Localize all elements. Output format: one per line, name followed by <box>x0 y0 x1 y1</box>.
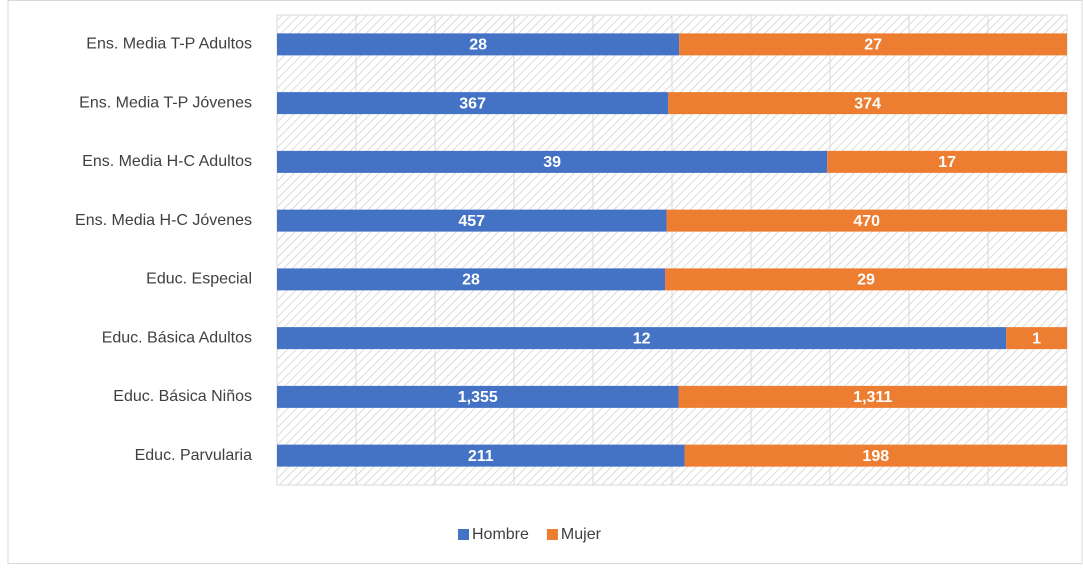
data-label: 39 <box>543 154 561 171</box>
data-label: 367 <box>459 95 486 112</box>
data-label: 29 <box>857 272 875 289</box>
data-label: 457 <box>458 213 485 230</box>
bar <box>277 444 685 467</box>
data-label: 28 <box>469 37 487 54</box>
data-label: 211 <box>468 448 494 465</box>
bar <box>665 268 1067 291</box>
y-tick-label: Ens. Media H-C Jóvenes <box>75 212 252 229</box>
data-label: 1,355 <box>458 389 498 406</box>
data-label: 198 <box>862 448 889 465</box>
data-label: 28 <box>462 272 480 289</box>
data-label: 17 <box>938 154 956 171</box>
y-tick-label: Educ. Básica Niños <box>113 388 252 405</box>
y-tick-label: Educ. Básica Adultos <box>102 329 252 346</box>
data-label: 27 <box>864 37 882 54</box>
bar <box>1006 327 1067 350</box>
data-label: 470 <box>853 213 880 230</box>
bar <box>666 209 1067 232</box>
bar <box>827 150 1067 173</box>
bar <box>684 444 1067 467</box>
data-label: 374 <box>854 95 881 112</box>
bar <box>277 209 667 232</box>
legend-swatch <box>458 529 469 540</box>
data-label: 1,311 <box>853 389 892 406</box>
y-tick-label: Ens. Media H-C Adultos <box>82 153 252 170</box>
bar <box>668 92 1067 115</box>
bar <box>678 385 1067 408</box>
data-label: 12 <box>633 330 651 347</box>
bar <box>277 327 1007 350</box>
bar <box>277 92 669 115</box>
y-tick-label: Educ. Especial <box>146 271 252 288</box>
legend-swatch <box>546 529 558 540</box>
legend-label: Mujer <box>561 526 602 543</box>
bar <box>277 33 680 56</box>
y-tick-label: Ens. Media T-P Jóvenes <box>79 94 252 111</box>
legend-label: Hombre <box>472 526 529 543</box>
bar <box>277 150 828 173</box>
y-tick-label: Educ. Parvularia <box>135 447 252 464</box>
bar <box>679 33 1067 56</box>
bar <box>277 268 666 291</box>
bar <box>277 385 679 408</box>
y-tick-label: Ens. Media T-P Adultos <box>86 36 252 53</box>
data-label: 1 <box>1032 330 1041 347</box>
